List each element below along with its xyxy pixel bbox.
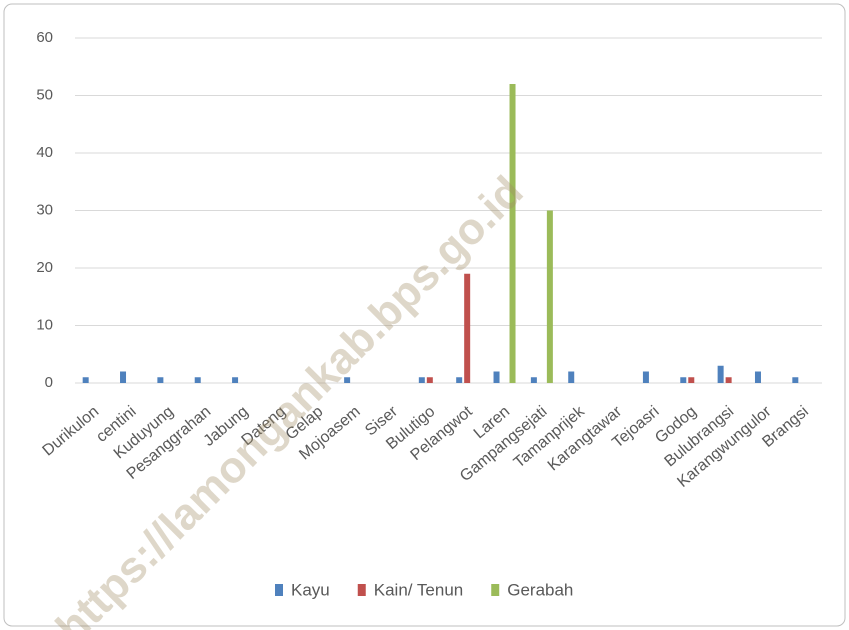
bar (792, 377, 799, 383)
bar (194, 377, 201, 383)
bar (754, 371, 761, 383)
bar (232, 377, 239, 383)
y-tick-label: 30 (36, 201, 53, 218)
bar (642, 371, 649, 383)
bar (464, 273, 471, 383)
legend-swatch (491, 584, 500, 596)
bar (344, 377, 351, 383)
bar (120, 371, 127, 383)
legend-swatch (357, 584, 366, 596)
legend-label: Kayu (291, 580, 330, 599)
legend-label: Kain/ Tenun (374, 580, 463, 599)
bar (530, 377, 537, 383)
bar (157, 377, 164, 383)
bar (426, 377, 433, 383)
bar (680, 377, 687, 383)
legend-label: Gerabah (507, 580, 573, 599)
bar (546, 210, 553, 383)
y-tick-label: 40 (36, 144, 53, 161)
chart-border (3, 3, 846, 627)
bar (82, 377, 89, 383)
bar (509, 84, 516, 383)
bar (688, 377, 695, 383)
y-tick-label: 60 (36, 29, 53, 46)
legend: Kayu Kain/ Tenun Gerabah (275, 580, 573, 599)
y-tick-label: 50 (36, 86, 53, 103)
y-tick-label: 10 (36, 316, 53, 333)
bar (493, 371, 500, 383)
y-tick-label: 20 (36, 259, 53, 276)
bar (725, 377, 732, 383)
y-tick-label: 0 (45, 374, 53, 391)
bar (456, 377, 463, 383)
bar (717, 365, 724, 383)
bar (418, 377, 425, 383)
legend-swatch (275, 584, 283, 596)
bar (568, 371, 575, 383)
